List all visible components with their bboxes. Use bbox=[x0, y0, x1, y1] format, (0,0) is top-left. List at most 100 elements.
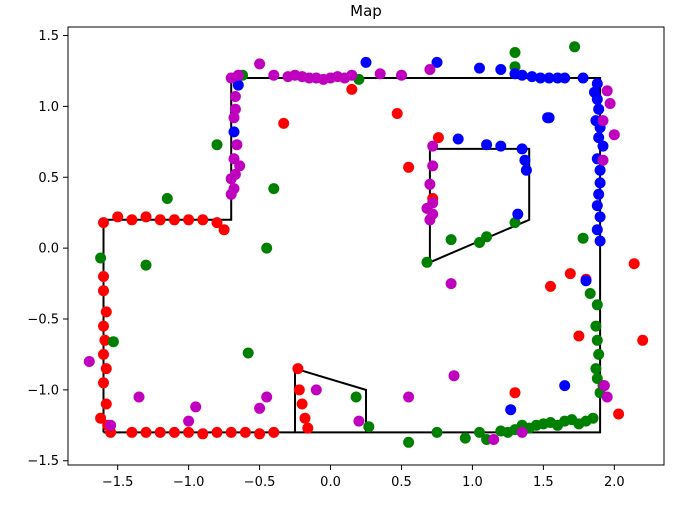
data-point-red bbox=[628, 258, 640, 270]
data-point-magenta bbox=[608, 129, 620, 141]
data-point-red bbox=[197, 214, 209, 226]
data-point-green bbox=[268, 183, 280, 195]
data-point-green bbox=[261, 242, 273, 254]
data-point-green bbox=[474, 426, 485, 438]
data-point-magenta bbox=[231, 139, 243, 151]
data-point-red bbox=[100, 306, 112, 318]
data-point-red bbox=[98, 377, 109, 389]
data-point-red bbox=[403, 161, 415, 173]
data-point-red bbox=[391, 108, 403, 119]
data-point-red bbox=[302, 422, 314, 434]
data-point-green bbox=[161, 193, 173, 204]
data-point-blue bbox=[543, 112, 555, 124]
x-tick-label: 2.0 bbox=[604, 475, 625, 490]
data-point-blue bbox=[559, 380, 571, 392]
data-point-blue bbox=[505, 404, 517, 416]
data-point-green bbox=[403, 436, 415, 448]
data-point-red bbox=[98, 217, 109, 229]
data-point-red bbox=[211, 426, 223, 438]
data-point-red bbox=[98, 320, 109, 332]
data-point-magenta bbox=[374, 68, 386, 80]
data-point-green bbox=[350, 391, 362, 403]
data-point-red bbox=[100, 398, 112, 410]
data-point-magenta bbox=[261, 391, 273, 403]
data-point-red bbox=[299, 412, 311, 424]
data-point-magenta bbox=[604, 98, 616, 109]
data-point-magenta bbox=[183, 415, 195, 427]
data-point-green bbox=[591, 334, 603, 346]
data-point-blue bbox=[232, 79, 244, 91]
data-point-red bbox=[98, 285, 109, 297]
data-point-magenta bbox=[516, 426, 528, 438]
data-point-red bbox=[254, 428, 266, 440]
data-point-red bbox=[98, 348, 109, 360]
data-point-red bbox=[183, 426, 195, 438]
y-tick-label: 1.5 bbox=[38, 29, 59, 44]
data-point-blue bbox=[594, 164, 606, 176]
x-tick-label: 0.5 bbox=[391, 475, 412, 490]
data-point-magenta bbox=[225, 173, 237, 185]
data-point-blue bbox=[519, 154, 531, 166]
data-point-green bbox=[593, 348, 605, 360]
data-point-blue bbox=[360, 56, 372, 68]
data-point-magenta bbox=[225, 188, 237, 200]
data-point-magenta bbox=[310, 384, 322, 396]
data-point-magenta bbox=[601, 85, 613, 97]
data-point-green bbox=[584, 288, 596, 299]
data-point-blue bbox=[593, 132, 605, 144]
data-point-blue bbox=[495, 140, 507, 152]
data-point-blue bbox=[481, 139, 493, 151]
data-point-blue bbox=[520, 164, 532, 176]
data-point-blue bbox=[526, 71, 538, 83]
data-point-blue bbox=[591, 200, 603, 212]
x-axis: −1.5 −1.0 −0.5 0.0 0.5 1.0 1.5 2.0 bbox=[102, 465, 625, 490]
data-point-red bbox=[218, 224, 230, 236]
y-tick-label: 0.5 bbox=[38, 171, 59, 186]
data-point-red bbox=[112, 211, 124, 223]
data-point-magenta bbox=[448, 370, 460, 382]
data-point-magenta bbox=[427, 140, 439, 152]
data-point-blue bbox=[512, 208, 524, 220]
y-tick-label: −0.5 bbox=[27, 313, 59, 328]
data-point-green bbox=[140, 259, 152, 271]
data-point-magenta bbox=[598, 380, 610, 392]
data-point-magenta bbox=[232, 69, 244, 81]
data-point-magenta bbox=[353, 415, 365, 427]
data-point-magenta bbox=[445, 278, 457, 290]
data-point-blue bbox=[594, 235, 606, 247]
data-point-red bbox=[126, 214, 138, 226]
x-tick-label: −1.5 bbox=[102, 475, 134, 490]
data-point-red bbox=[293, 384, 305, 396]
data-point-magenta bbox=[601, 391, 613, 403]
data-point-green bbox=[577, 232, 589, 244]
data-point-blue bbox=[516, 69, 528, 81]
data-point-blue bbox=[516, 143, 528, 155]
data-point-red bbox=[154, 214, 166, 226]
data-point-red bbox=[637, 334, 649, 346]
data-point-green bbox=[591, 299, 603, 311]
data-point-red bbox=[613, 408, 625, 420]
data-point-blue bbox=[474, 62, 485, 74]
data-point-red bbox=[100, 363, 112, 375]
data-point-red bbox=[509, 387, 521, 399]
plot-frame bbox=[67, 26, 665, 466]
data-point-blue bbox=[591, 224, 603, 236]
data-point-blue bbox=[594, 177, 606, 189]
data-point-magenta bbox=[190, 401, 202, 413]
data-point-red bbox=[140, 426, 152, 438]
data-point-magenta bbox=[396, 69, 407, 81]
data-point-red bbox=[432, 132, 444, 144]
x-tick-label: −0.5 bbox=[244, 475, 276, 490]
data-point-blue bbox=[559, 72, 571, 84]
x-tick-label: −1.0 bbox=[173, 475, 205, 490]
y-tick-label: −1.5 bbox=[27, 454, 59, 469]
data-point-green bbox=[481, 231, 493, 243]
x-tick-label: 1.5 bbox=[533, 475, 554, 490]
data-point-magenta bbox=[424, 178, 436, 190]
data-point-magenta bbox=[229, 103, 241, 115]
data-point-red bbox=[545, 280, 556, 292]
data-point-blue bbox=[431, 56, 443, 68]
data-point-magenta bbox=[234, 160, 246, 172]
data-point-red bbox=[211, 217, 223, 229]
data-point-blue bbox=[543, 72, 555, 84]
